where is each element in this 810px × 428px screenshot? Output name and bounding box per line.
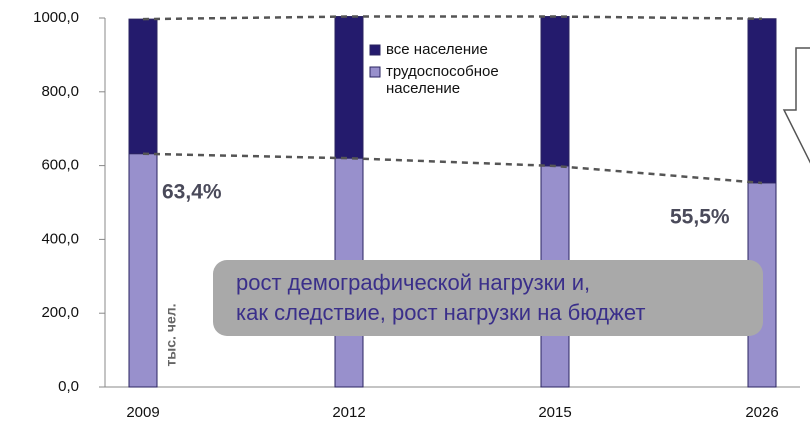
x-tick-label: 2015 bbox=[538, 404, 571, 421]
note-text: рост демографической нагрузки и, bbox=[236, 270, 590, 295]
y-tick-label: 1000,0 bbox=[33, 9, 79, 26]
y-tick-label: 0,0 bbox=[58, 378, 79, 395]
annotation: 63,4% bbox=[162, 181, 222, 204]
trend-line bbox=[142, 152, 763, 185]
legend-swatch bbox=[369, 66, 381, 78]
y-tick-label: 800,0 bbox=[41, 83, 79, 100]
x-tick-label: 2009 bbox=[126, 404, 159, 421]
arrow bbox=[782, 47, 810, 164]
annotation: 55,5% bbox=[670, 206, 730, 229]
x-tick-label: 2012 bbox=[332, 404, 365, 421]
bar bbox=[128, 153, 158, 388]
note-box bbox=[213, 260, 763, 336]
legend-swatch bbox=[369, 44, 381, 56]
y-tick-label: 600,0 bbox=[41, 157, 79, 174]
note-text: как следствие, рост нагрузки на бюджет bbox=[236, 300, 645, 325]
y-tick-label: 400,0 bbox=[41, 230, 79, 247]
x-tick-label: 2026 bbox=[745, 404, 778, 421]
legend-label: трудоспособное население bbox=[386, 63, 499, 97]
y-unit-label: тыс. чел. bbox=[163, 303, 179, 366]
y-tick-label: 200,0 bbox=[41, 304, 79, 321]
legend-label: все население bbox=[386, 41, 488, 58]
trend-line bbox=[142, 15, 763, 21]
